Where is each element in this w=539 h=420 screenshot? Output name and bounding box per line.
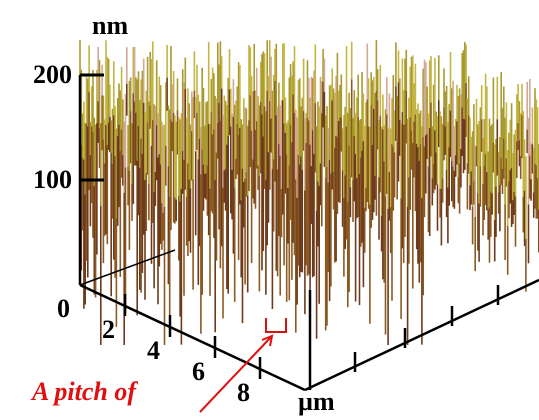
x-tick-label: 0 <box>57 294 70 323</box>
annotation-text: A pitch of <box>30 377 138 406</box>
z-tick-label: 100 <box>33 165 72 194</box>
z-tick-label: 200 <box>33 60 72 89</box>
x-tick-label: 2 <box>102 315 115 344</box>
pitch-bracket <box>265 318 287 333</box>
x-tick-label: 6 <box>192 357 205 386</box>
annotation <box>199 318 287 413</box>
arrow <box>199 335 273 413</box>
y-axis <box>304 278 539 392</box>
x-tick-label: 8 <box>237 378 250 407</box>
x-axis <box>79 283 306 392</box>
arrow-head <box>261 334 274 347</box>
back-line <box>79 249 176 286</box>
x-unit: µm <box>298 387 335 416</box>
x-tick-label: 4 <box>147 336 160 365</box>
z-unit: nm <box>92 11 128 40</box>
surface <box>79 40 539 345</box>
